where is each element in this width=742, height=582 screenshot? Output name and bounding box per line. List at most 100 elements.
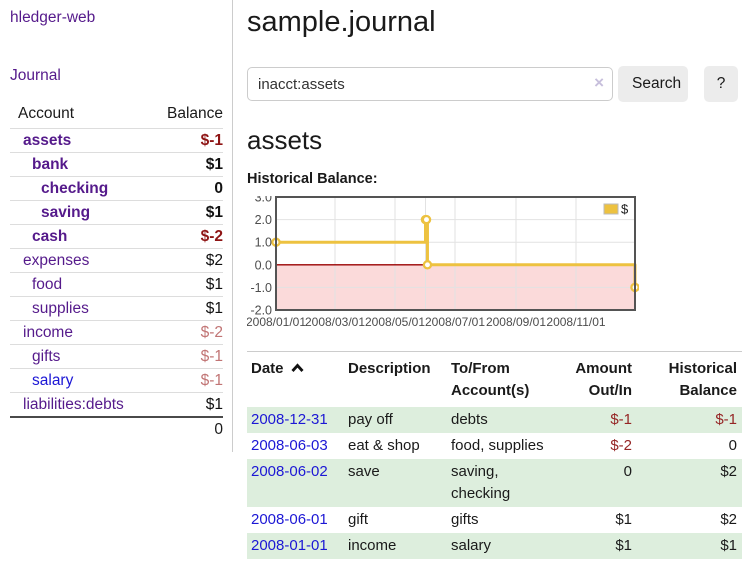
historical-balance-chart: $ -2.0 -1.0 0.0 1.0 2.0 3.0 2008/01/012008/03/0… xyxy=(247,196,639,329)
register-accounts-cell: saving, checking xyxy=(451,463,511,502)
clear-search-icon[interactable]: × xyxy=(594,73,604,92)
account-balance: $1 xyxy=(152,272,223,297)
account-row: expenses $2 xyxy=(10,248,223,273)
account-row: liabilities:debts $1 xyxy=(10,392,223,417)
account-cell: cash xyxy=(10,224,153,249)
account-row: food $1 xyxy=(10,272,223,297)
account-balance: $-1 xyxy=(152,128,223,153)
help-button[interactable]: ? xyxy=(704,66,738,102)
account-balance: $1 xyxy=(152,200,223,225)
search-box: × xyxy=(247,67,613,101)
register-amount-cell: $-2 xyxy=(610,437,632,454)
transaction-date-link[interactable]: 2008-12-31 xyxy=(251,411,328,428)
transaction-date-link[interactable]: 2008-06-01 xyxy=(251,511,328,528)
chart-title: Historical Balance: xyxy=(247,171,378,187)
transaction-date-link[interactable]: 2008-01-01 xyxy=(251,537,328,554)
register-balance-cell: $-1 xyxy=(715,411,737,428)
account-row: checking 0 xyxy=(10,176,223,201)
search-form: × Search ? xyxy=(247,66,742,102)
svg-text:1.0: 1.0 xyxy=(255,236,272,250)
svg-text:3.0: 3.0 xyxy=(255,196,272,205)
account-row: saving $1 xyxy=(10,200,223,225)
register-header-date[interactable]: Date xyxy=(247,352,344,408)
account-link-liabilities-debts[interactable]: liabilities:debts xyxy=(23,395,124,413)
register-description-cell: save xyxy=(348,463,380,480)
account-link-food[interactable]: food xyxy=(32,275,63,293)
account-row: supplies $1 xyxy=(10,296,223,321)
register-amount-cell: $1 xyxy=(615,537,632,554)
svg-text:2008/09/01: 2008/09/01 xyxy=(486,315,546,329)
account-cell: liabilities:debts xyxy=(10,392,153,417)
account-link-expenses[interactable]: expenses xyxy=(23,251,90,269)
svg-text:2008/01/01: 2008/01/01 xyxy=(247,315,306,329)
svg-text:2008/05/01: 2008/05/01 xyxy=(365,315,425,329)
account-cell: checking xyxy=(10,176,153,201)
sidebar-nav: Journal xyxy=(10,67,223,85)
accounts-total-spacer xyxy=(10,416,153,442)
sort-asc-icon xyxy=(290,363,304,372)
account-link-gifts[interactable]: gifts xyxy=(32,347,61,365)
page-title: sample.journal xyxy=(247,6,436,38)
register-row: 2008-01-01 income salary $1 $1 xyxy=(247,533,742,559)
register-date-cell: 2008-06-03 xyxy=(247,433,344,459)
account-link-salary[interactable]: salary xyxy=(32,371,74,389)
sidebar-item-journal[interactable]: Journal xyxy=(10,67,61,84)
account-cell: salary xyxy=(10,368,153,393)
account-cell: bank xyxy=(10,152,153,177)
register-description-cell: eat & shop xyxy=(348,437,420,454)
search-input[interactable] xyxy=(247,67,613,101)
accounts-header-balance: Balance xyxy=(166,105,223,122)
account-row: salary $-1 xyxy=(10,368,223,393)
transaction-date-link[interactable]: 2008-06-03 xyxy=(251,437,328,454)
register-date-cell: 2008-12-31 xyxy=(247,407,344,433)
account-cell: assets xyxy=(10,128,153,153)
account-balance: $1 xyxy=(152,152,223,177)
account-link-checking[interactable]: checking xyxy=(41,179,109,197)
register-header-balance: Historical Balance xyxy=(668,360,737,399)
register-amount-cell: $1 xyxy=(615,511,632,528)
svg-text:2008/07/01: 2008/07/01 xyxy=(425,315,485,329)
account-row: income $-2 xyxy=(10,320,223,345)
register-accounts-cell: salary xyxy=(451,537,492,554)
account-link-income[interactable]: income xyxy=(23,323,73,341)
account-link-assets[interactable]: assets xyxy=(23,131,72,149)
register-balance-cell: 0 xyxy=(728,437,737,454)
register-description-cell: income xyxy=(348,537,397,554)
account-row: bank $1 xyxy=(10,152,223,177)
app-title-link[interactable]: hledger-web xyxy=(10,9,96,26)
account-link-saving[interactable]: saving xyxy=(41,203,91,221)
register-accounts-cell: debts xyxy=(451,411,488,428)
svg-text:2.0: 2.0 xyxy=(255,213,272,227)
register-header-date-label: Date xyxy=(251,360,284,377)
account-link-bank[interactable]: bank xyxy=(32,155,69,173)
register-description-cell: pay off xyxy=(348,411,393,428)
transaction-date-link[interactable]: 2008-06-02 xyxy=(251,463,328,480)
register-description-cell: gift xyxy=(348,511,369,528)
register-amount-cell: $-1 xyxy=(610,411,632,428)
register-date-cell: 2008-06-02 xyxy=(247,459,344,507)
account-row: cash $-2 xyxy=(10,224,223,249)
register-date-cell: 2008-01-01 xyxy=(247,533,344,559)
accounts-total-value: 0 xyxy=(152,416,223,442)
register-row: 2008-06-03 eat & shop food, supplies $-2 0 xyxy=(247,433,742,459)
account-link-supplies[interactable]: supplies xyxy=(32,299,89,317)
register-table: Date Description To/From Account(s) Amou… xyxy=(247,351,742,559)
account-balance: 0 xyxy=(152,176,223,201)
account-balance: $-2 xyxy=(152,320,223,345)
account-balance: $-2 xyxy=(152,224,223,249)
register-row: 2008-06-01 gift gifts $1 $2 xyxy=(247,507,742,533)
account-balance: $1 xyxy=(152,392,223,417)
search-button[interactable]: Search xyxy=(618,66,688,102)
accounts-header-row: Account Balance xyxy=(10,103,223,129)
accounts-header-account: Account xyxy=(18,105,75,122)
account-cell: food xyxy=(10,272,153,297)
register-amount-cell: 0 xyxy=(623,463,632,480)
account-row: gifts $-1 xyxy=(10,344,223,369)
accounts-total-row: 0 xyxy=(10,416,223,442)
account-cell: gifts xyxy=(10,344,153,369)
account-link-cash[interactable]: cash xyxy=(32,227,68,245)
hledger-web-app: hledger-web Journal Account Balance asse… xyxy=(10,0,742,559)
register-accounts-cell: food, supplies xyxy=(451,437,544,454)
register-header-row: Date Description To/From Account(s) Amou… xyxy=(247,352,742,408)
register-header-amount: Amount Out/In xyxy=(575,360,632,399)
